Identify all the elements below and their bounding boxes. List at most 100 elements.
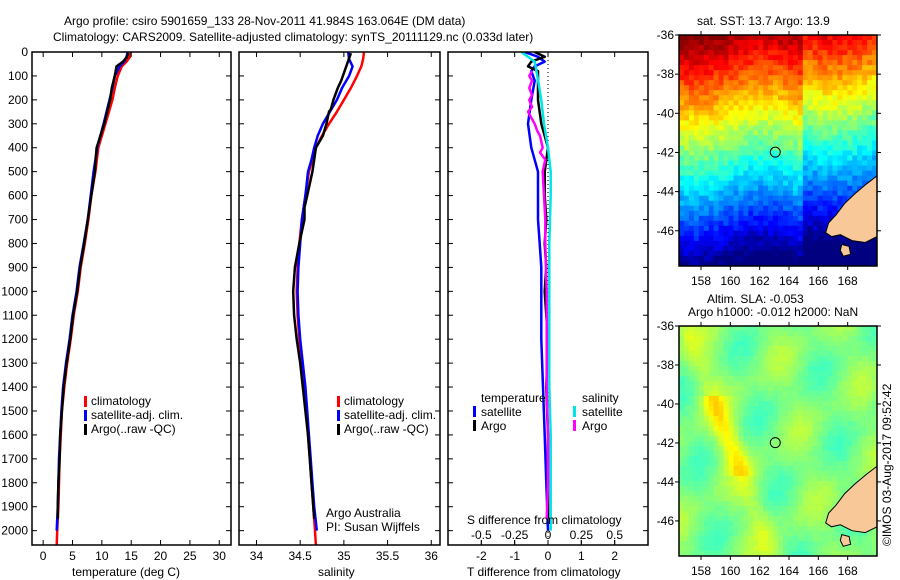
map-cell: [807, 230, 814, 237]
map-cell: [857, 476, 863, 482]
map-cell: [817, 110, 824, 116]
map-cell: [852, 160, 858, 167]
map-cell: [718, 130, 725, 136]
map-cell: [728, 371, 734, 377]
map-cell: [693, 45, 700, 51]
map-cell: [748, 486, 754, 492]
map-cell: [733, 436, 739, 442]
map-cell: [837, 65, 843, 71]
map-cell: [748, 411, 754, 417]
map-cell: [708, 185, 715, 192]
map-cell: [753, 331, 759, 337]
map-cell: [817, 115, 824, 121]
map-cell: [773, 426, 779, 432]
map-cell: [738, 155, 744, 162]
map-cell: [812, 541, 819, 547]
map-cell: [743, 135, 749, 141]
series-line-salinity-argo: [526, 70, 550, 519]
map-cell: [758, 60, 764, 66]
map-cell: [832, 80, 838, 86]
map-cell: [753, 150, 759, 157]
map-cell: [679, 190, 685, 197]
map-cell: [753, 376, 759, 382]
map-cell: [792, 531, 799, 537]
map-cell: [763, 105, 769, 111]
map-cell: [738, 135, 744, 141]
map-cell: [743, 205, 749, 212]
map-cell: [862, 90, 868, 96]
map-cell: [862, 135, 868, 141]
map-cell: [743, 200, 749, 207]
map-cell: [807, 341, 814, 347]
map-cell: [797, 150, 804, 157]
map-cell: [832, 331, 838, 337]
map-cell: [802, 441, 809, 447]
map-cell: [847, 416, 853, 422]
map-cell: [837, 376, 843, 382]
map-cell: [827, 261, 833, 266]
map-cell: [842, 80, 848, 86]
map-cell: [728, 256, 734, 262]
map-cell: [807, 501, 814, 507]
map-cell: [743, 381, 749, 387]
map-cell: [713, 551, 720, 556]
map-cell: [872, 250, 877, 257]
map-cell: [817, 536, 824, 542]
map-cell: [857, 341, 863, 347]
map-cell: [832, 130, 838, 136]
map-cell: [822, 75, 828, 81]
map-cell: [852, 546, 858, 552]
map-cell: [698, 476, 705, 482]
map-cell: [872, 346, 877, 352]
map-cell: [832, 90, 838, 96]
map-cell: [787, 100, 794, 106]
map-cell: [743, 45, 749, 51]
map-cell: [822, 351, 828, 357]
map-cell: [862, 431, 868, 437]
map-cell: [862, 125, 868, 131]
legend-swatch-argo: [337, 424, 340, 435]
map-cell: [713, 245, 720, 252]
map-cell: [832, 461, 838, 467]
map-cell: [733, 65, 739, 71]
map-cell: [827, 476, 833, 482]
map-cell: [743, 180, 749, 187]
map-cell: [778, 85, 784, 91]
map-cell: [783, 150, 789, 157]
map-cell: [748, 431, 754, 437]
map-cell: [812, 341, 819, 347]
map-cell: [817, 476, 824, 482]
map-cell: [753, 95, 759, 101]
map-cell: [698, 85, 705, 91]
temperature-legend: climatology satellite-adj. clim. Argo(..…: [84, 394, 183, 436]
map-cell: [862, 461, 868, 467]
map-cell: [738, 250, 744, 257]
map-cell: [827, 205, 833, 212]
map-cell: [862, 471, 868, 477]
map-cell: [802, 426, 809, 432]
map-cell: [679, 466, 685, 472]
map-cell: [867, 256, 873, 262]
map-cell: [703, 446, 710, 452]
map-cell: [872, 336, 877, 342]
map-cell: [728, 195, 734, 202]
map-cell: [748, 551, 754, 556]
map-cell: [862, 70, 868, 76]
map-cell: [698, 366, 705, 372]
map-cell: [862, 160, 868, 167]
map-cell: [867, 45, 873, 51]
map-cell: [862, 381, 868, 387]
lat-tick-label: -46: [657, 224, 675, 238]
legend-title-temperature: temperature: [481, 391, 546, 405]
map-cell: [688, 541, 695, 547]
map-cell: [728, 386, 734, 392]
map-cell: [797, 261, 804, 266]
map-cell: [792, 456, 799, 462]
map-cell: [787, 215, 794, 222]
map-cell: [708, 386, 715, 392]
map-cell: [733, 155, 739, 162]
map-cell: [807, 421, 814, 427]
lon-tick-label: 158: [691, 274, 711, 288]
map-cell: [862, 536, 868, 542]
y-tick-label: 1900: [1, 500, 28, 514]
